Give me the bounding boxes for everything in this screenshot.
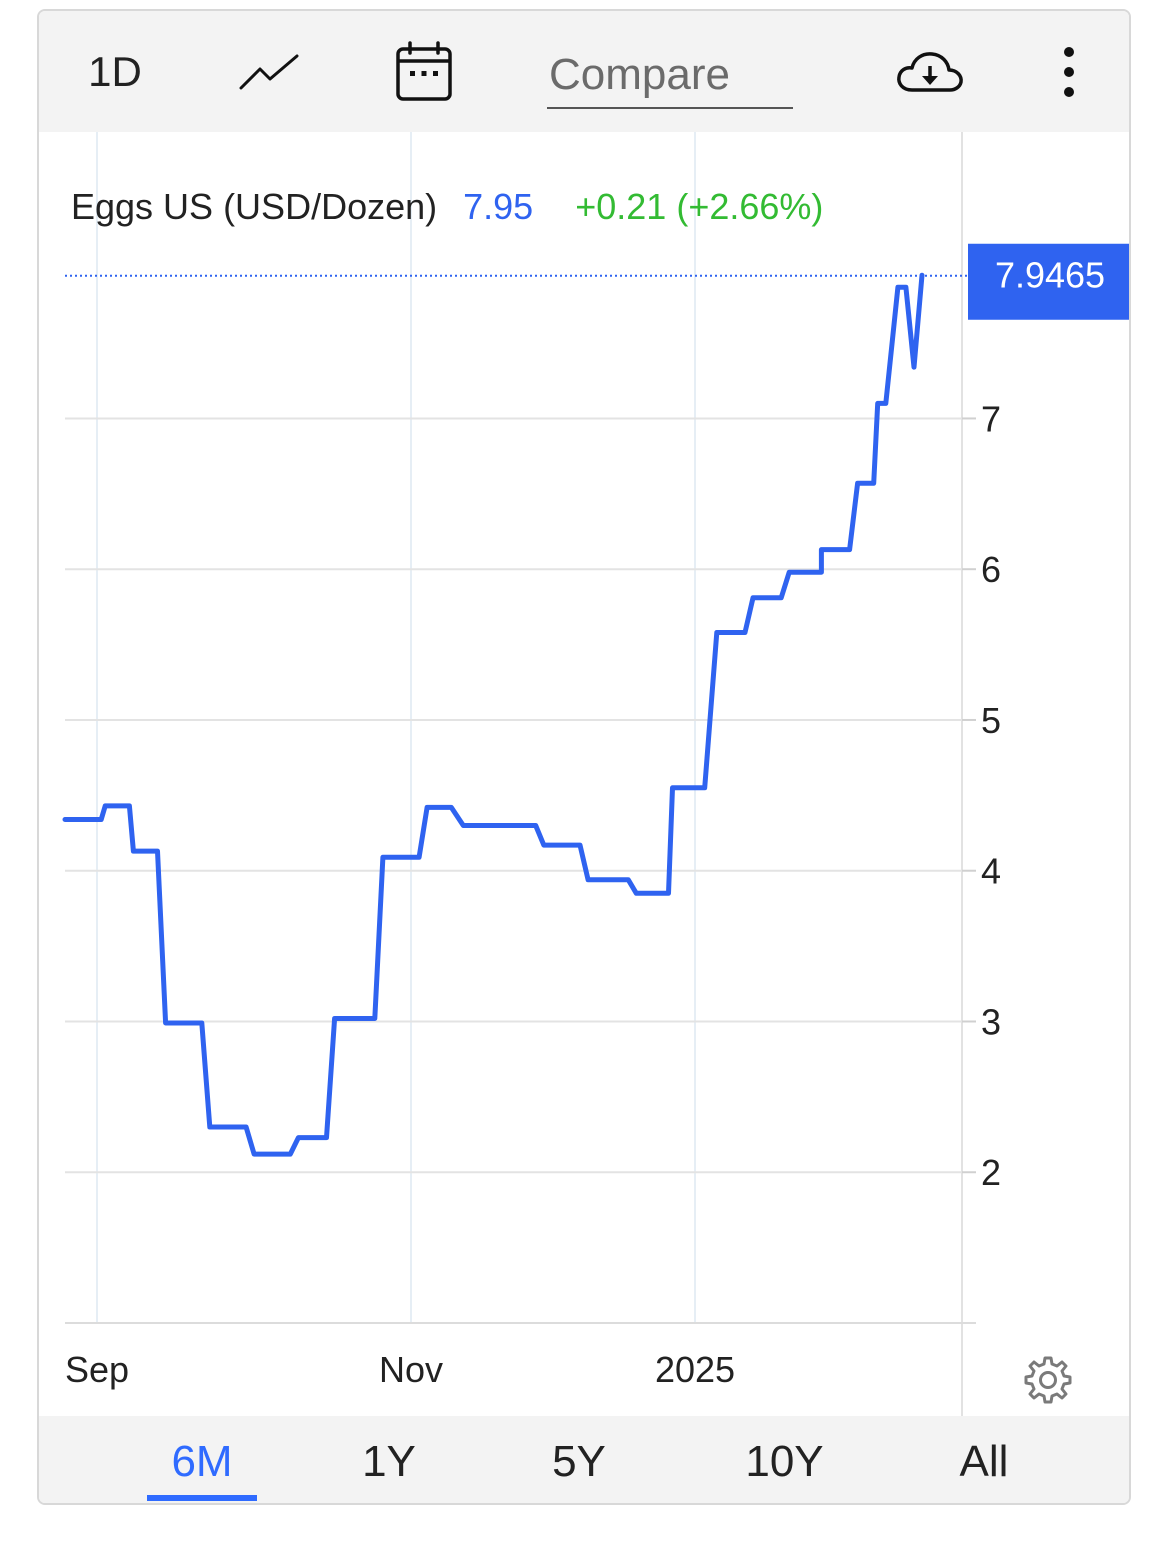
y-tick-label: 5 xyxy=(981,700,1001,741)
x-tick-label: 2025 xyxy=(655,1349,735,1390)
download-button[interactable] xyxy=(894,11,966,132)
range-6m-button[interactable]: 6M xyxy=(171,1436,233,1486)
range-10y-button[interactable]: 10Y xyxy=(745,1436,824,1486)
calendar-icon xyxy=(396,40,452,101)
line-chart-icon xyxy=(239,54,299,89)
chart-legend: Eggs US (USD/Dozen) 7.95 +0.21 (+2.66%) xyxy=(71,186,823,227)
interval-selector[interactable]: 1D xyxy=(75,11,155,132)
range-1y-button[interactable]: 1Y xyxy=(362,1436,416,1486)
series-line xyxy=(62,272,925,1157)
vertical-grid xyxy=(65,132,976,1416)
chart-settings-button[interactable] xyxy=(1023,1355,1073,1405)
x-tick-label: Sep xyxy=(65,1349,129,1390)
y-tick-label: 6 xyxy=(981,549,1001,590)
compare-placeholder: Compare xyxy=(549,50,730,99)
chart-toolbar: 1D Compare xyxy=(39,11,1129,132)
horizontal-grid xyxy=(65,417,962,1174)
active-range-indicator xyxy=(147,1495,257,1501)
legend-last-value: 7.95 xyxy=(463,186,533,227)
range-5y-button[interactable]: 5Y xyxy=(552,1436,606,1486)
range-all-button[interactable]: All xyxy=(959,1436,1009,1486)
interval-label: 1D xyxy=(88,47,142,95)
date-range-button[interactable] xyxy=(391,11,457,132)
cloud-download-icon xyxy=(897,51,963,92)
compare-input[interactable]: Compare xyxy=(547,43,793,109)
legend-change: +0.21 (+2.66%) xyxy=(575,186,823,227)
x-tick-label: Nov xyxy=(379,1349,443,1390)
y-tick-label: 4 xyxy=(981,851,1001,892)
chart-widget: 1D Compare xyxy=(37,9,1131,1505)
price-chart[interactable]: 2 3 4 5 6 7 Sep Nov 2025 7.9465 Eggs US (USD/Do… xyxy=(39,11,1131,1505)
more-options-button[interactable] xyxy=(1049,11,1089,132)
y-tick-label: 2 xyxy=(981,1152,1001,1193)
legend-title: Eggs US (USD/Dozen) xyxy=(71,186,437,227)
chart-type-button[interactable] xyxy=(235,11,303,132)
y-tick-label: 7 xyxy=(981,398,1001,439)
more-vertical-icon xyxy=(1064,46,1074,97)
last-price-tag-text: 7.9465 xyxy=(995,255,1105,296)
range-selector: 6M 1Y 5Y 10Y All xyxy=(39,1416,1129,1503)
gear-icon xyxy=(1024,1356,1072,1404)
x-axis: Sep Nov 2025 xyxy=(65,1349,735,1390)
y-tick-label: 3 xyxy=(981,1001,1001,1042)
y-axis: 2 3 4 5 6 7 xyxy=(962,398,1001,1193)
last-price-tag: 7.9465 xyxy=(968,243,1129,320)
